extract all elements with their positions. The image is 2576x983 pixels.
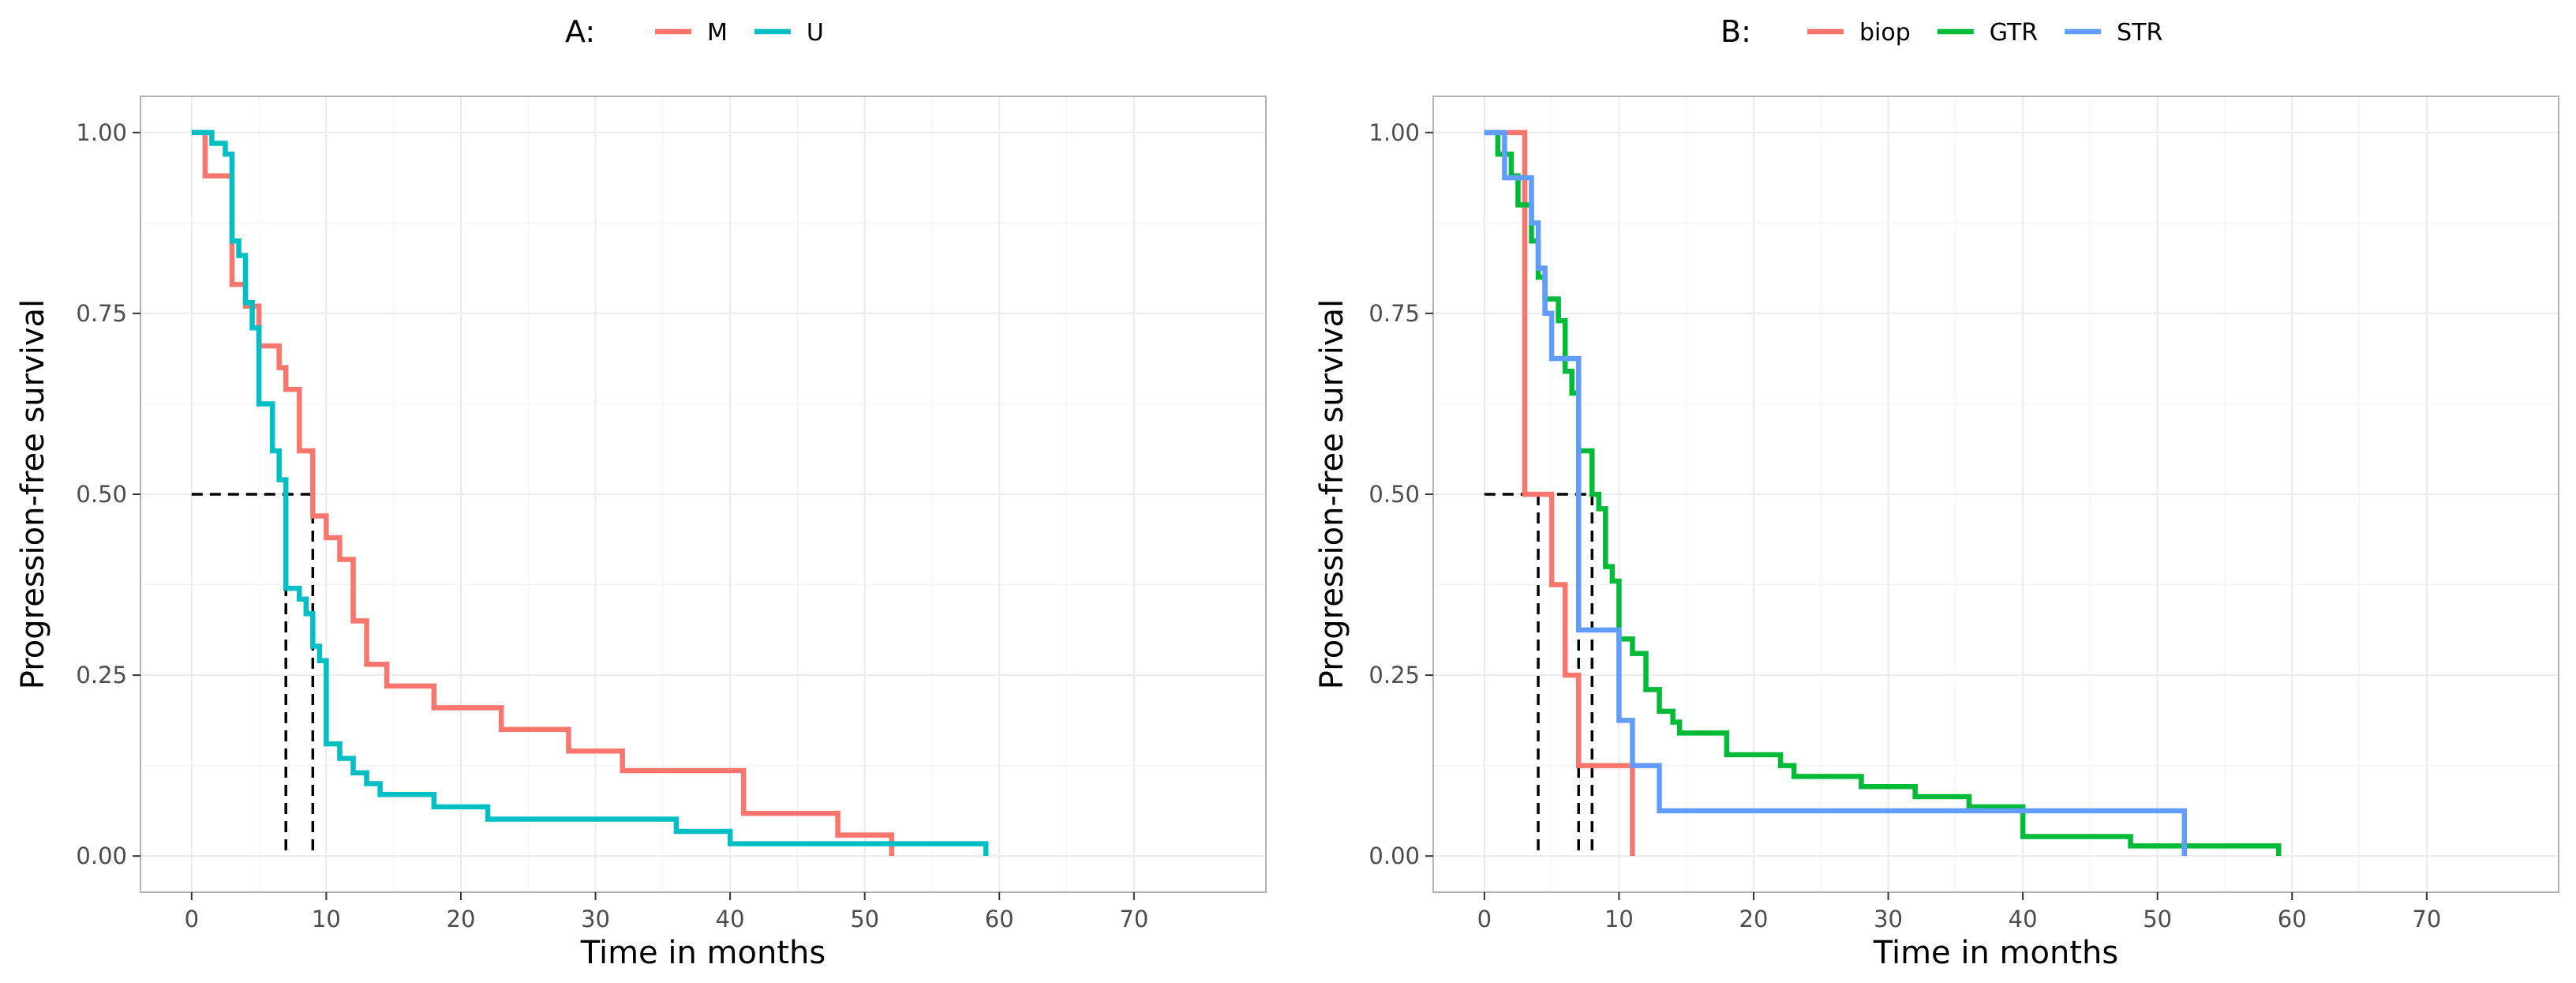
legend-label-u: U	[807, 19, 824, 47]
legend-label-gtr: GTR	[1990, 19, 2038, 47]
legend-label-str: STR	[2117, 19, 2162, 47]
curve-u	[191, 129, 989, 857]
y-tick-label: 0.75	[76, 300, 127, 327]
legend-label-m: M	[707, 19, 728, 47]
legend-item-str: STR	[2065, 19, 2162, 47]
x-tick-label: 0	[1477, 906, 1492, 932]
x-tick-label: 10	[312, 906, 341, 932]
y-tick-label: 0.25	[1368, 662, 1420, 688]
y-tick-label: 1.00	[1368, 119, 1420, 146]
x-tick-label: 60	[2278, 906, 2307, 932]
legend-title: B:	[1720, 14, 1751, 49]
survival-curves	[1484, 129, 2282, 857]
y-tick-label: 0.75	[1368, 300, 1420, 327]
x-tick-label: 10	[1604, 906, 1634, 932]
x-tick-label: 20	[1739, 906, 1769, 932]
legend-label-biop: biop	[1859, 19, 1911, 47]
x-tick-label: 40	[716, 906, 745, 932]
curve-biop	[1484, 129, 1635, 857]
x-tick-label: 30	[1874, 906, 1903, 932]
y-tick-label: 0.00	[76, 842, 127, 869]
legend-item-biop: biop	[1807, 19, 1911, 47]
y-tick-label: 0.25	[76, 662, 127, 688]
legend-item-m: M	[655, 19, 728, 47]
x-tick-label: 30	[581, 906, 610, 932]
survival-curves	[191, 129, 989, 857]
legend-title: A:	[565, 14, 595, 49]
x-tick-label: 70	[2412, 906, 2441, 932]
grid-lines	[1433, 96, 2559, 892]
y-tick-label: 1.00	[76, 119, 127, 146]
axes: 0 10 20 30 40 50 60 70 0.00 0.25 0.50 0.75 1.00	[1368, 119, 2441, 932]
legend: B: biop GTR STR	[1720, 14, 2162, 49]
x-tick-label: 40	[2009, 906, 2038, 932]
y-tick-label: 0.50	[76, 481, 127, 508]
y-axis-title: Progression-free survival	[1314, 299, 1350, 689]
grid-lines	[140, 96, 1266, 892]
curve-str	[1484, 129, 2188, 857]
x-tick-label: 50	[850, 906, 879, 932]
x-tick-label: 20	[447, 906, 476, 932]
legend-item-u: U	[754, 19, 824, 47]
x-tick-label: 50	[2143, 906, 2172, 932]
y-tick-label: 0.50	[1368, 481, 1420, 508]
x-axis-title: Time in months	[1873, 935, 2118, 971]
legend-item-gtr: GTR	[1937, 19, 2038, 47]
chart-panel-b: 0 10 20 30 40 50 60 70 0.00 0.25 0.50 0.75 1.00 Time …	[1314, 14, 2559, 971]
axes: 0 10 20 30 40 50 60 70 0.00 0.25 0.50 0.75 1.00	[76, 119, 1148, 932]
y-axis-title: Progression-free survival	[15, 299, 51, 689]
x-tick-label: 0	[185, 906, 199, 932]
legend: A: M U	[565, 14, 824, 49]
x-axis-title: Time in months	[580, 935, 826, 971]
x-tick-label: 70	[1119, 906, 1148, 932]
x-tick-label: 60	[985, 906, 1014, 932]
y-tick-label: 0.00	[1368, 842, 1420, 869]
chart-panel-a: 0 10 20 30 40 50 60 70 0.00 0.25 0.50 0.75 1.00 Time …	[15, 14, 1267, 971]
